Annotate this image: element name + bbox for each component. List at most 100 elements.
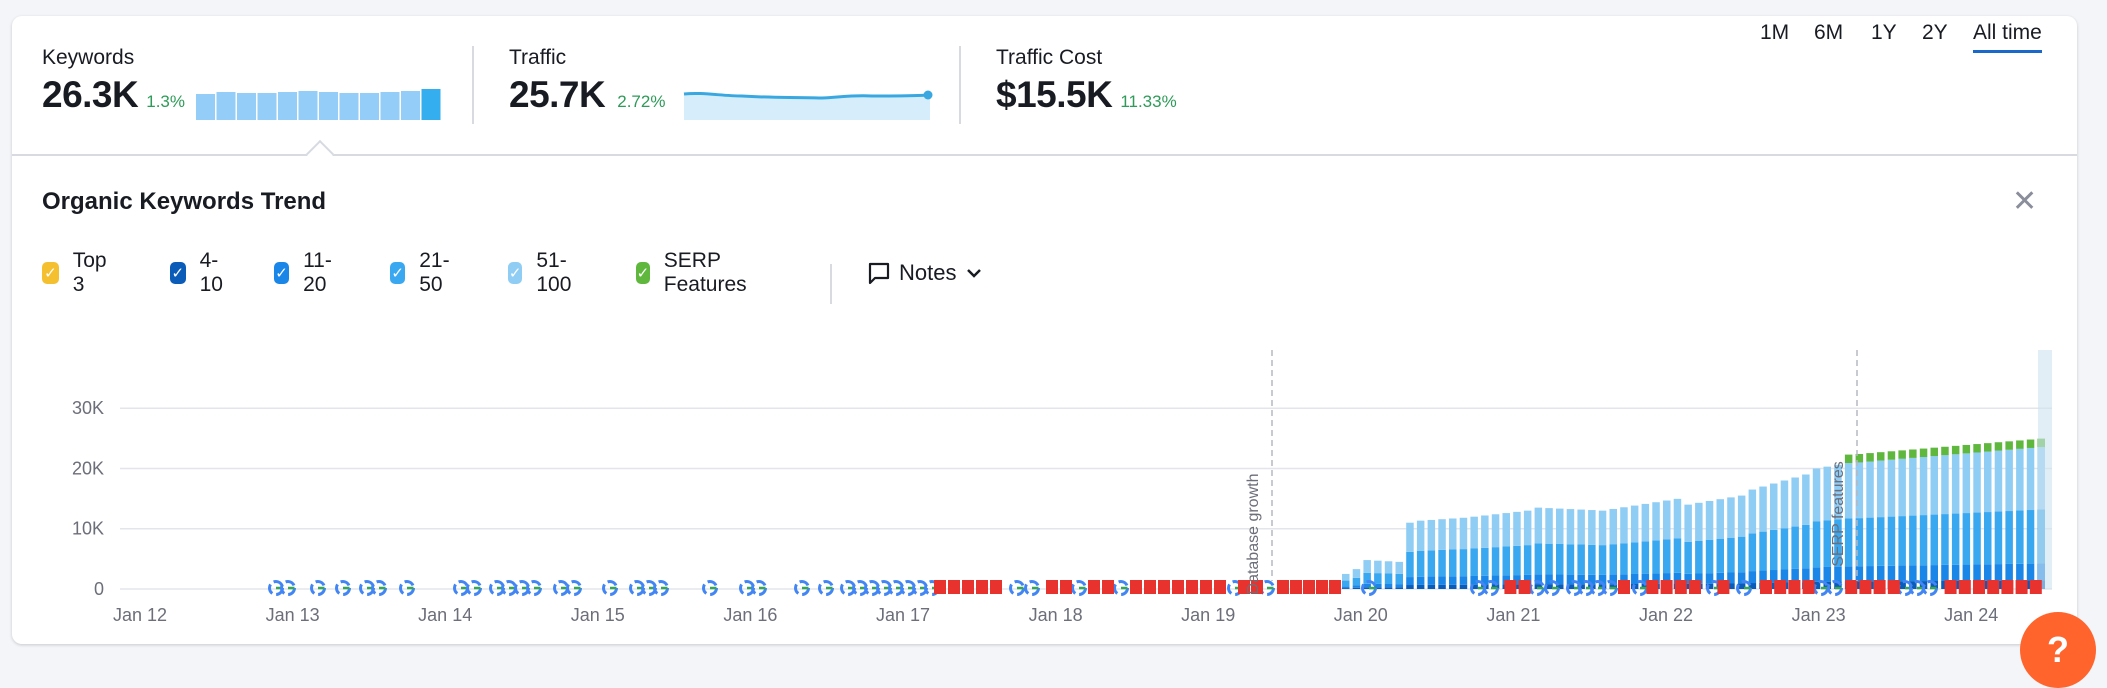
panel-title: Organic Keywords Trend — [42, 188, 327, 215]
bar-21-50 — [1609, 544, 1617, 575]
legend-toggle-4-10[interactable]: ✓ 4-10 — [170, 249, 229, 296]
bar-4-10 — [1352, 587, 1361, 589]
tab-1m[interactable]: 1M — [1760, 21, 1790, 44]
checkbox-icon[interactable]: ✓ — [170, 262, 186, 284]
bar-11-20 — [1374, 583, 1382, 588]
bar-21-50 — [1545, 543, 1553, 575]
checkbox-icon[interactable]: ✓ — [42, 262, 59, 284]
checkbox-icon[interactable]: ✓ — [508, 262, 523, 284]
bar-21-50 — [1802, 524, 1810, 569]
bar-11-20 — [1909, 565, 1917, 582]
bar-11-20 — [1545, 574, 1553, 585]
bar-4-10 — [1438, 584, 1446, 589]
x-tick-label: Jan 23 — [1792, 605, 1846, 625]
annotation-label: Database growth — [1245, 474, 1262, 595]
google-icon — [1361, 580, 1377, 596]
bar-21-50 — [1427, 550, 1436, 577]
tab-all-time[interactable]: All time — [1973, 16, 2042, 53]
chevron-down-icon — [967, 269, 982, 278]
bar-21-50 — [1523, 545, 1532, 575]
kpi-traffic-delta: 2.72% — [617, 92, 666, 111]
bar-21-50 — [1930, 514, 1938, 566]
flag-icon — [2001, 580, 2014, 594]
checkbox-icon[interactable]: ✓ — [390, 262, 406, 284]
google-icon — [1922, 580, 1938, 596]
bar-4-10 — [1545, 584, 1553, 589]
google-icon — [566, 580, 582, 596]
bar-51-100 — [1449, 518, 1457, 550]
bar-51-100 — [1588, 510, 1596, 545]
legend-toggle-21-50[interactable]: ✓ 21-50 — [390, 249, 456, 296]
help-button[interactable]: ? — [2020, 612, 2096, 688]
flag-icon — [990, 580, 1002, 594]
bar-21-50 — [1962, 513, 1971, 565]
bar-11-20 — [1705, 573, 1714, 584]
bar-11-20 — [1898, 565, 1906, 582]
x-tick-label: Jan 16 — [723, 605, 777, 625]
bar-51-100 — [1384, 561, 1393, 574]
bar-11-20 — [1780, 569, 1789, 583]
bar-51-100 — [1984, 451, 1992, 513]
close-icon[interactable]: ✕ — [2012, 185, 2038, 218]
tab-1y[interactable]: 1Y — [1871, 21, 1897, 44]
sparkline-bar — [298, 91, 318, 120]
flag-icon — [1277, 580, 1289, 594]
google-icon — [602, 580, 618, 596]
kpi-traffic-cost-delta: 11.33% — [1120, 92, 1177, 111]
bar-21-50 — [1438, 549, 1446, 577]
bar-51-100 — [1994, 450, 2003, 512]
bar-51-100 — [1877, 460, 1885, 518]
bar-21-50 — [2016, 510, 2024, 564]
bar-11-20 — [1502, 575, 1510, 585]
legend-toggle-11-20[interactable]: ✓ 11-20 — [274, 249, 339, 296]
kpi-traffic[interactable]: Traffic 25.7K 2.72% — [509, 46, 665, 116]
bar-51-100 — [1406, 522, 1414, 552]
bar-21-50 — [1984, 512, 1992, 565]
flag-icon — [1238, 580, 1250, 594]
notes-dropdown[interactable]: Notes — [867, 256, 982, 290]
bar-21-50 — [1951, 513, 1960, 565]
tab-2y[interactable]: 2Y — [1922, 21, 1948, 44]
legend-toggle-serp-features[interactable]: ✓ SERP Features — [636, 249, 755, 296]
bar-51-100 — [1802, 474, 1810, 525]
bar-serp-features — [1909, 449, 1917, 458]
bar-21-50 — [1513, 545, 1521, 576]
bar-serp-features — [1951, 445, 1960, 455]
x-tick-label: Jan 12 — [113, 605, 167, 625]
flag-icon — [1186, 580, 1198, 594]
overview-card: Keywords 26.3K 1.3% Traffic 25.7K 2.72% — [12, 16, 2077, 644]
legend-label: SERP Features — [663, 249, 747, 296]
tab-6m[interactable]: 6M — [1814, 21, 1844, 44]
bar-51-100 — [1770, 483, 1778, 530]
bar-21-50 — [1652, 540, 1660, 574]
legend-toggle-top3[interactable]: ✓ Top 3 — [42, 249, 112, 296]
bar-serp-features — [1855, 453, 1864, 463]
google-icon — [1602, 580, 1618, 596]
legend-toggle-51-100[interactable]: ✓ 51-100 — [508, 249, 579, 296]
kpi-traffic-value: 25.7K — [509, 74, 606, 115]
kpi-traffic-cost[interactable]: Traffic Cost $15.5K 11.33% — [996, 46, 1177, 116]
organic-keywords-chart[interactable]: 0 10K 20K 30K Jan 12 Jan 13 Jan 14 Jan 15 Jan 1… — [12, 336, 2077, 636]
x-tick-label: Jan 13 — [266, 605, 320, 625]
y-tick-label: 0 — [94, 579, 104, 599]
bar-51-100 — [1566, 509, 1575, 545]
bar-21-50 — [1566, 544, 1575, 575]
flag-icon — [1760, 580, 1772, 594]
y-tick-label: 30K — [72, 398, 104, 418]
bar-21-50 — [1695, 540, 1703, 574]
google-icon — [751, 580, 767, 596]
hover-highlight — [2038, 350, 2052, 589]
bar-11-20 — [1716, 572, 1724, 584]
bar-4-10 — [1737, 583, 1746, 589]
bar-51-100 — [1342, 573, 1350, 581]
checkbox-icon[interactable]: ✓ — [636, 262, 650, 284]
bar-11-20 — [1887, 565, 1896, 582]
bar-51-100 — [1673, 498, 1682, 539]
flag-icon — [1802, 580, 1815, 594]
checkbox-icon[interactable]: ✓ — [274, 262, 290, 284]
kpi-keywords[interactable]: Keywords 26.3K 1.3% — [42, 46, 185, 116]
bar-11-20 — [1566, 574, 1575, 585]
bar-4-10 — [1834, 581, 1842, 589]
bar-21-50 — [1663, 539, 1671, 574]
bar-21-50 — [1705, 539, 1714, 574]
